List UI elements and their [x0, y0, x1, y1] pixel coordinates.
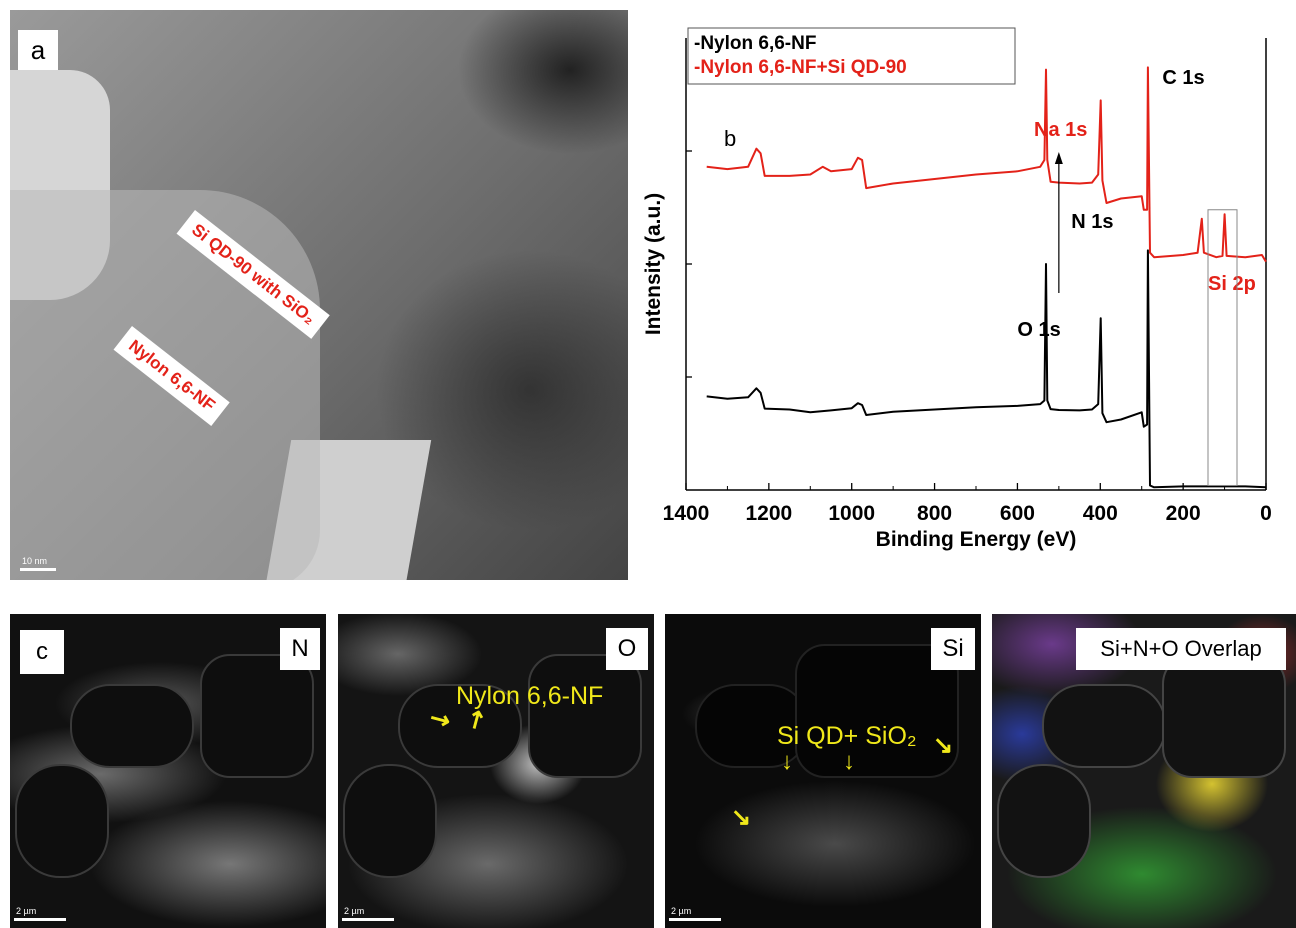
pore-1	[70, 684, 194, 768]
x-tick-label: 1200	[745, 502, 792, 525]
si-qd-note: Si QD+ SiO₂	[777, 722, 917, 750]
panel-letter-b: b	[724, 126, 736, 151]
map-label-si: Si	[931, 628, 975, 670]
series-line-nylon-si-qd	[706, 66, 1267, 263]
tem-scale-label: 10 nm	[22, 556, 48, 566]
eds-map-overlap: Si+N+O Overlap	[992, 614, 1296, 928]
series-line-nylon	[706, 249, 1267, 489]
map-scale-bar-o	[342, 918, 394, 921]
map-scale-label-si: 2 µm	[671, 906, 692, 916]
eds-map-silicon: Si Si QD+ SiO₂ ↓ ↓ ↘ ↘ 2 µm	[665, 614, 981, 928]
arrow-icon: ↘	[731, 804, 752, 831]
x-tick-label: 1000	[828, 502, 875, 525]
pore-1	[1042, 684, 1166, 768]
map-scale-label-n: 2 µm	[16, 906, 37, 916]
peak-label-o-1s: O 1s	[1017, 319, 1060, 341]
map-scale-bar-si	[669, 918, 721, 921]
tem-scale-bar	[20, 568, 56, 571]
map-scale-bar-n	[14, 918, 66, 921]
pore-3	[997, 764, 1091, 878]
eds-map-nitrogen: c N 2 µm	[10, 614, 326, 928]
map-label-o: O	[606, 628, 648, 670]
pore-1	[695, 684, 809, 768]
pore-1	[398, 684, 522, 768]
map-label-overlap: Si+N+O Overlap	[1076, 628, 1286, 670]
pore-2	[200, 654, 314, 778]
pore-2	[1162, 654, 1286, 778]
x-tick-label: 1400	[663, 502, 710, 525]
map-scale-label-o: 2 µm	[344, 906, 365, 916]
x-axis-label: Binding Energy (eV)	[876, 528, 1077, 551]
arrow-icon: ↓	[781, 748, 793, 775]
panel-letter-c: c	[20, 630, 64, 674]
si-2p-highlight-box	[1207, 209, 1238, 486]
map-label-n: N	[280, 628, 320, 670]
x-tick-label: 400	[1083, 502, 1118, 525]
arrow-head-icon	[1054, 152, 1063, 164]
legend-box	[687, 27, 1016, 85]
peak-label-n-1s: N 1s	[1071, 211, 1113, 233]
eds-map-oxygen: O Nylon 6,6-NF ↘ ↖ 2 µm	[338, 614, 654, 928]
peak-label-si-2p: Si 2p	[1208, 273, 1256, 295]
arrow-icon: ↘	[933, 732, 954, 759]
panel-letter-a: a	[18, 30, 58, 70]
chart-axes: 1400 1200 1000 800 600 400 200 0 Binding Energy …	[642, 38, 1272, 551]
x-tick-label: 600	[1000, 502, 1035, 525]
x-tick-label: 200	[1166, 502, 1201, 525]
chart-series	[706, 66, 1267, 489]
legend-entry: -Nylon 6,6-NF+Si QD-90	[694, 57, 907, 78]
nylon-note: Nylon 6,6-NF	[456, 682, 604, 710]
chart-annotations: -Nylon 6,6-NF -Nylon 6,6-NF+Si QD-90 b C 1s…	[687, 27, 1256, 486]
x-tick-label: 800	[917, 502, 952, 525]
xps-chart: 1400 1200 1000 800 600 400 200 0 Binding Energy …	[642, 27, 1272, 551]
xps-chart-panel: 1400 1200 1000 800 600 400 200 0 Binding Energy …	[628, 10, 1296, 580]
pore-3	[343, 764, 437, 878]
peak-label-na-1s: Na 1s	[1034, 119, 1087, 141]
x-tick-label: 0	[1260, 502, 1272, 525]
y-axis-label: Intensity (a.u.)	[642, 193, 665, 335]
pore-3	[15, 764, 109, 878]
tem-image-panel: a Si QD-90 with SiO₂ Nylon 6,6-NF 10 nm	[10, 10, 628, 580]
arrow-icon: ↓	[843, 748, 855, 775]
peak-label-c-1s: C 1s	[1162, 67, 1204, 89]
legend-entry: -Nylon 6,6-NF	[694, 33, 816, 54]
pore-2	[528, 654, 642, 778]
